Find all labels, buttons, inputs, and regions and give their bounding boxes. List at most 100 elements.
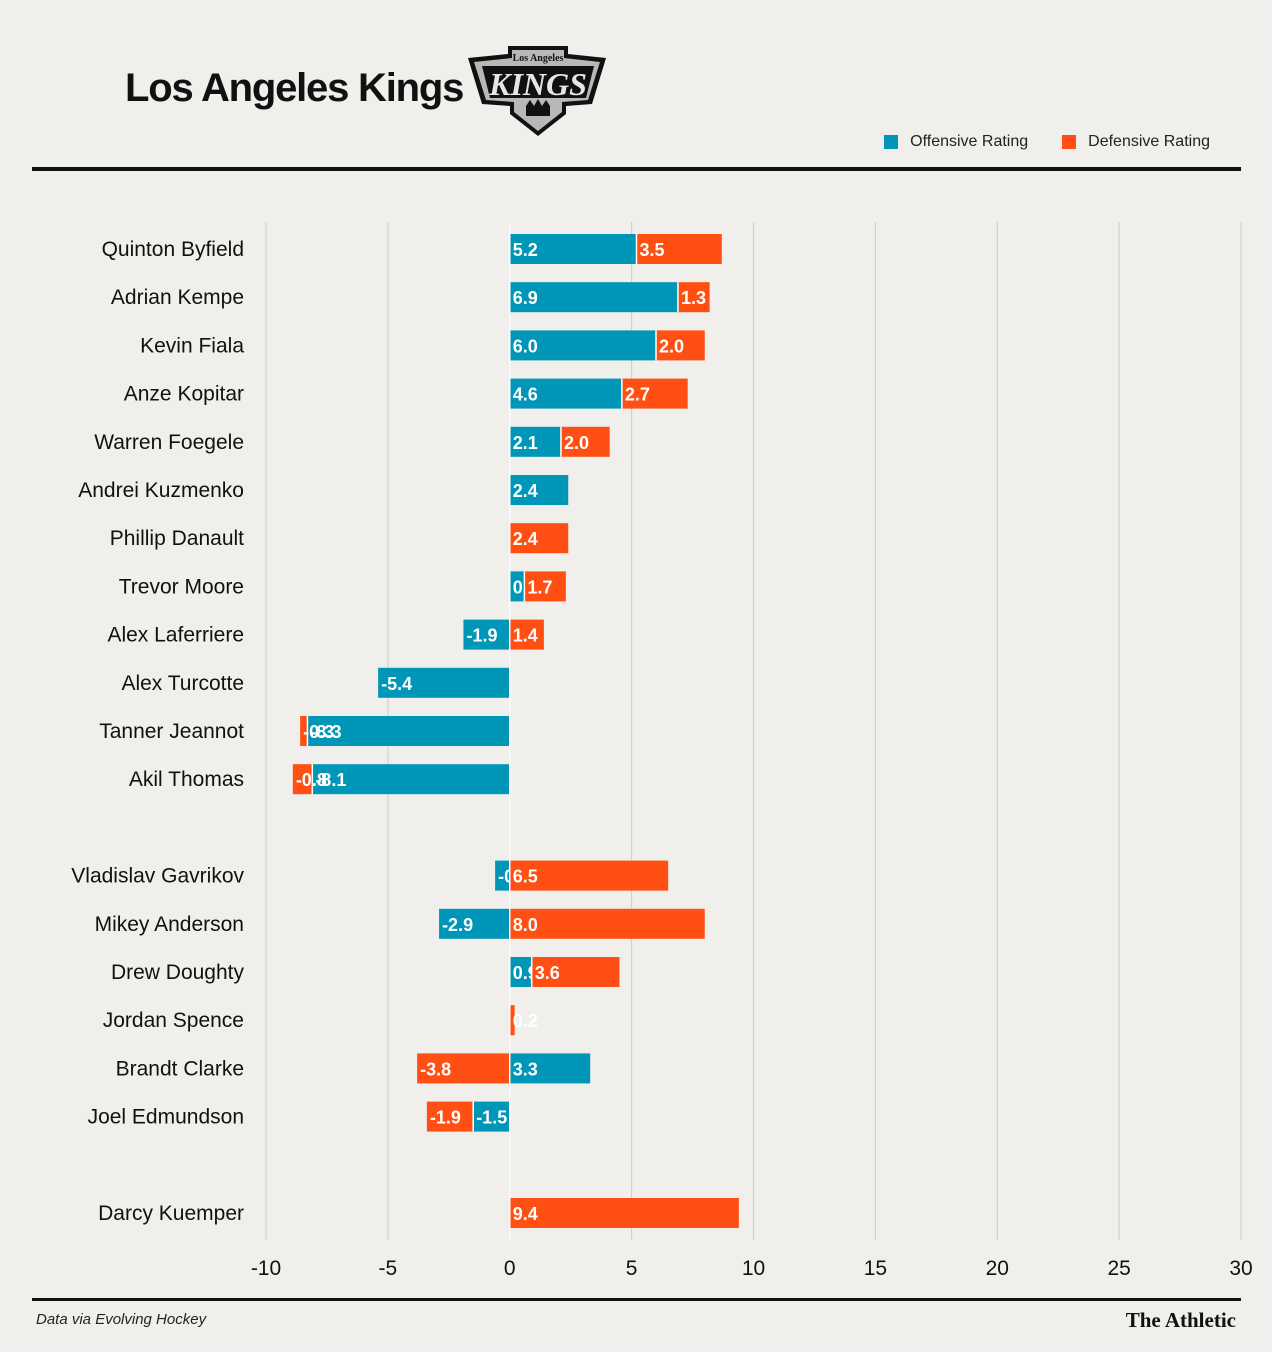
source-note: Data via Evolving Hockey	[36, 1311, 207, 1328]
defensive-bar	[524, 571, 566, 602]
defensive-bar	[292, 764, 313, 795]
x-tick-label: -5	[379, 1257, 398, 1280]
offensive-bar	[509, 234, 637, 264]
defensive-value-label: 6.5	[513, 867, 538, 887]
player-label: Alex Laferriere	[107, 624, 244, 647]
player-label: Akil Thomas	[129, 768, 244, 791]
defensive-bar	[509, 1005, 515, 1036]
offensive-bar	[509, 378, 622, 409]
defensive-value-label: 1.4	[513, 626, 538, 646]
page-title: Los Angeles Kings	[125, 66, 464, 110]
defensive-bar	[656, 330, 705, 361]
defensive-value-label: -1.9	[430, 1108, 461, 1128]
defensive-swatch	[1062, 135, 1077, 149]
player-label: Tanner Jeannot	[99, 720, 244, 743]
bottom-rule	[32, 1298, 1241, 1301]
defensive-value-label: 1.3	[681, 288, 706, 308]
legend-item-offensive: Offensive Rating	[884, 133, 1028, 151]
player-label: Phillip Danault	[110, 527, 244, 550]
defensive-value-label: 2.0	[564, 433, 589, 453]
defensive-value-label: -0.8	[296, 770, 327, 790]
offensive-value-label: 6.9	[513, 288, 538, 308]
offensive-value-label: -5.4	[381, 674, 412, 694]
defensive-bar	[509, 1198, 739, 1228]
player-label: Vladislav Gavrikov	[71, 865, 244, 888]
defensive-value-label: 2.4	[513, 529, 538, 549]
brand-logo: The Athletic	[1125, 1308, 1236, 1332]
player-label: Quinton Byfield	[102, 238, 244, 261]
player-label: Kevin Fiala	[140, 334, 244, 357]
defensive-bar	[509, 619, 544, 650]
x-tick-label: 5	[626, 1257, 638, 1280]
defensive-value-label: 2.7	[625, 385, 650, 405]
offensive-value-label: -1.5	[476, 1108, 507, 1128]
defensive-bar	[509, 860, 669, 891]
x-tick-label: 10	[742, 1257, 765, 1280]
defensive-bar	[426, 1101, 474, 1132]
defensive-bar	[509, 523, 569, 554]
ratings-chart: -10 -5 0 5 10 15 20 25 30 Quinton Byfield 5.2 3.5 Ad…	[71, 222, 1253, 1280]
defensive-bar	[560, 426, 610, 457]
offensive-bar	[473, 1101, 510, 1132]
legend-defensive-label: Defensive Rating	[1088, 133, 1210, 150]
offensive-value-label: -8.3	[310, 722, 341, 742]
offensive-value-label: -1.9	[466, 626, 497, 646]
defensive-bar	[300, 716, 308, 746]
offensive-bar	[463, 619, 510, 650]
defensive-value-label: 2.0	[659, 336, 684, 356]
player-label: Anze Kopitar	[124, 383, 244, 406]
player-label: Alex Turcotte	[121, 672, 244, 695]
player-label: Joel Edmundson	[88, 1106, 244, 1129]
player-label: Darcy Kuemper	[98, 1202, 244, 1225]
logo-top-text: Los Angeles	[513, 53, 564, 64]
offensive-bar	[495, 860, 510, 891]
offensive-bar	[378, 667, 510, 698]
legend-item-defensive: Defensive Rating	[1062, 133, 1210, 151]
offensive-value-label: -2.9	[442, 915, 473, 935]
player-label: Trevor Moore	[119, 575, 244, 598]
player-label: Adrian Kempe	[111, 286, 244, 309]
offensive-bar	[439, 908, 510, 939]
offensive-bar	[307, 716, 510, 746]
defensive-value-label: 0.2	[513, 1011, 538, 1031]
offensive-value-label: 2.4	[513, 481, 538, 501]
x-tick-label: -10	[251, 1257, 281, 1280]
offensive-bar	[509, 957, 532, 987]
offensive-bar	[509, 282, 678, 313]
defensive-bar	[417, 1053, 510, 1084]
player-label: Brandt Clarke	[116, 1057, 244, 1080]
legend: Offensive Rating Defensive Rating	[850, 133, 1210, 151]
offensive-swatch	[884, 135, 899, 149]
defensive-value-label: 8.0	[513, 915, 538, 935]
offensive-bar	[509, 330, 656, 361]
offensive-value-label: 6.0	[513, 336, 538, 356]
offensive-value-label: 4.6	[513, 385, 538, 405]
x-tick-label: 15	[864, 1257, 887, 1280]
defensive-value-label: 3.5	[640, 240, 665, 260]
legend-offensive-label: Offensive Rating	[910, 133, 1029, 150]
offensive-value-label: 5.2	[513, 240, 538, 260]
offensive-bar	[509, 571, 525, 602]
defensive-value-label: 1.7	[527, 577, 552, 597]
x-tick-label: 20	[986, 1257, 1009, 1280]
defensive-value-label: -3.8	[420, 1059, 451, 1079]
offensive-bar	[509, 475, 569, 505]
defensive-value-label: 9.4	[513, 1204, 538, 1224]
defensive-value-label: 3.6	[535, 963, 560, 983]
player-label: Jordan Spence	[103, 1009, 244, 1032]
offensive-value-label: 3.3	[513, 1059, 538, 1079]
defensive-value-label: -0.3	[303, 722, 334, 742]
kings-logo: Los Angeles KINGS	[468, 46, 606, 136]
offensive-bar	[509, 426, 561, 457]
logo-main-text: KINGS	[488, 66, 587, 102]
defensive-bar	[621, 378, 688, 409]
top-rule	[32, 167, 1241, 171]
player-label: Andrei Kuzmenko	[78, 479, 244, 502]
defensive-bar	[677, 282, 710, 313]
defensive-bar	[509, 908, 705, 939]
x-tick-label: 30	[1229, 1257, 1252, 1280]
offensive-value-label: 2.1	[513, 433, 538, 453]
defensive-bar	[636, 234, 722, 264]
player-label: Warren Foegele	[94, 431, 244, 454]
player-label: Drew Doughty	[111, 961, 245, 984]
